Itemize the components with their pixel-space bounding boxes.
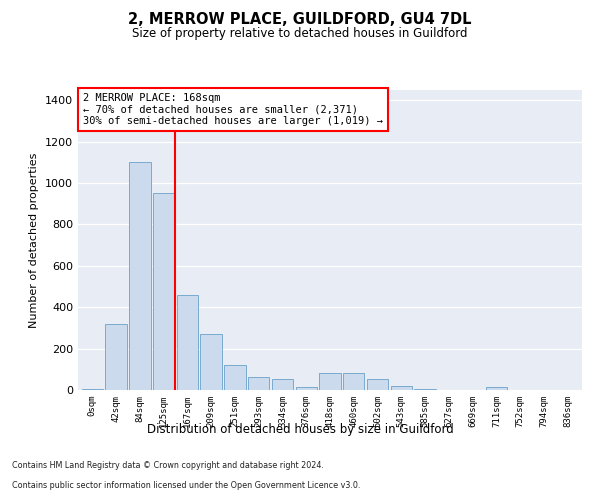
Text: Size of property relative to detached houses in Guildford: Size of property relative to detached ho… [132, 28, 468, 40]
Bar [106, 324, 127, 390]
Text: Contains public sector information licensed under the Open Government Licence v3: Contains public sector information licen… [12, 481, 361, 490]
Y-axis label: Number of detached properties: Number of detached properties [29, 152, 40, 328]
Text: 2, MERROW PLACE, GUILDFORD, GU4 7DL: 2, MERROW PLACE, GUILDFORD, GU4 7DL [128, 12, 472, 28]
Bar [176, 295, 198, 390]
Bar [129, 162, 151, 390]
Text: Contains HM Land Registry data © Crown copyright and database right 2024.: Contains HM Land Registry data © Crown c… [12, 461, 324, 470]
Bar [343, 374, 364, 390]
Bar [224, 365, 245, 390]
Bar [391, 386, 412, 390]
Text: 2 MERROW PLACE: 168sqm
← 70% of detached houses are smaller (2,371)
30% of semi-: 2 MERROW PLACE: 168sqm ← 70% of detached… [83, 93, 383, 126]
Bar [248, 376, 269, 390]
Bar [200, 334, 222, 390]
Bar [319, 374, 341, 390]
Bar [82, 389, 103, 390]
Bar [486, 387, 507, 390]
Bar [296, 387, 317, 390]
Bar [415, 389, 436, 390]
Bar [272, 378, 293, 390]
Bar [153, 194, 174, 390]
Text: Distribution of detached houses by size in Guildford: Distribution of detached houses by size … [146, 422, 454, 436]
Bar [367, 378, 388, 390]
